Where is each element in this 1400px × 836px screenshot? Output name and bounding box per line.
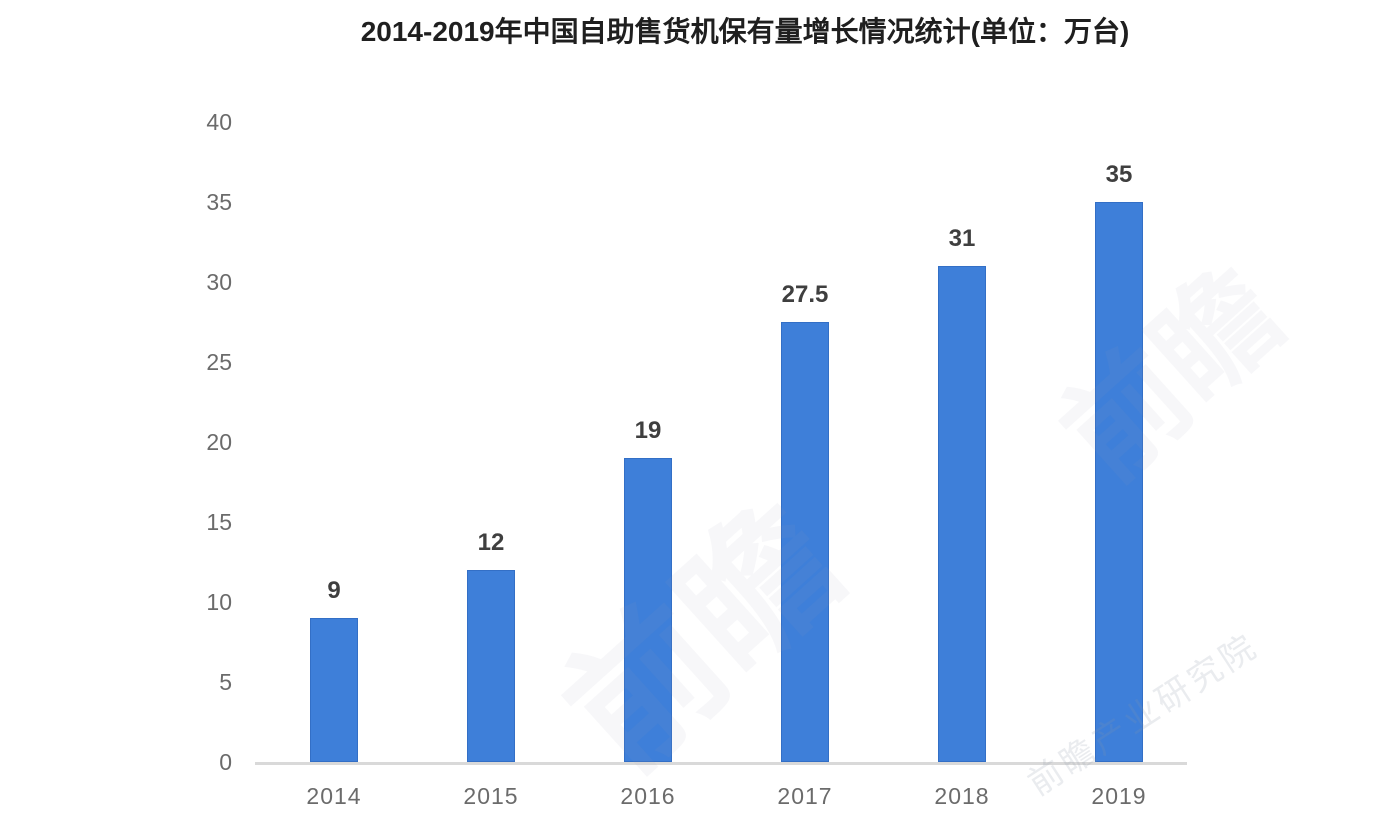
y-tick-label: 25 <box>206 349 232 375</box>
bar-2015 <box>467 570 515 762</box>
bar-value-label: 31 <box>948 225 976 252</box>
y-tick-label: 10 <box>206 589 232 615</box>
bar-value-label: 9 <box>327 577 341 604</box>
y-tick-label: 5 <box>219 669 232 695</box>
bar-2014 <box>310 618 358 762</box>
x-tick-label: 2015 <box>463 783 519 809</box>
bar-2017 <box>781 322 829 762</box>
bar-value-label: 12 <box>477 529 505 556</box>
chart-title: 2014-2019年中国自助售货机保有量增长情况统计(单位：万台) <box>360 16 1130 47</box>
x-tick-label: 2016 <box>620 783 676 809</box>
bar-value-label: 27.5 <box>781 281 829 308</box>
x-tick-label: 2014 <box>306 783 362 809</box>
y-tick-label: 20 <box>206 429 232 455</box>
y-tick-label: 30 <box>206 269 232 295</box>
bar-2016 <box>624 458 672 762</box>
bar-2018 <box>938 266 986 762</box>
x-tick-label: 2018 <box>934 783 990 809</box>
bar-2019 <box>1095 202 1143 762</box>
y-tick-label: 0 <box>219 749 232 775</box>
x-axis-line <box>255 762 1187 765</box>
y-tick-label: 35 <box>206 189 232 215</box>
x-tick-label: 2019 <box>1091 783 1147 809</box>
bar-value-label: 35 <box>1105 161 1133 188</box>
watermark-logo-glyph: 前瞻 <box>1038 245 1307 506</box>
bar-value-label: 19 <box>634 417 662 444</box>
y-tick-label: 40 <box>206 109 232 135</box>
y-tick-label: 15 <box>206 509 232 535</box>
x-tick-label: 2017 <box>777 783 833 809</box>
